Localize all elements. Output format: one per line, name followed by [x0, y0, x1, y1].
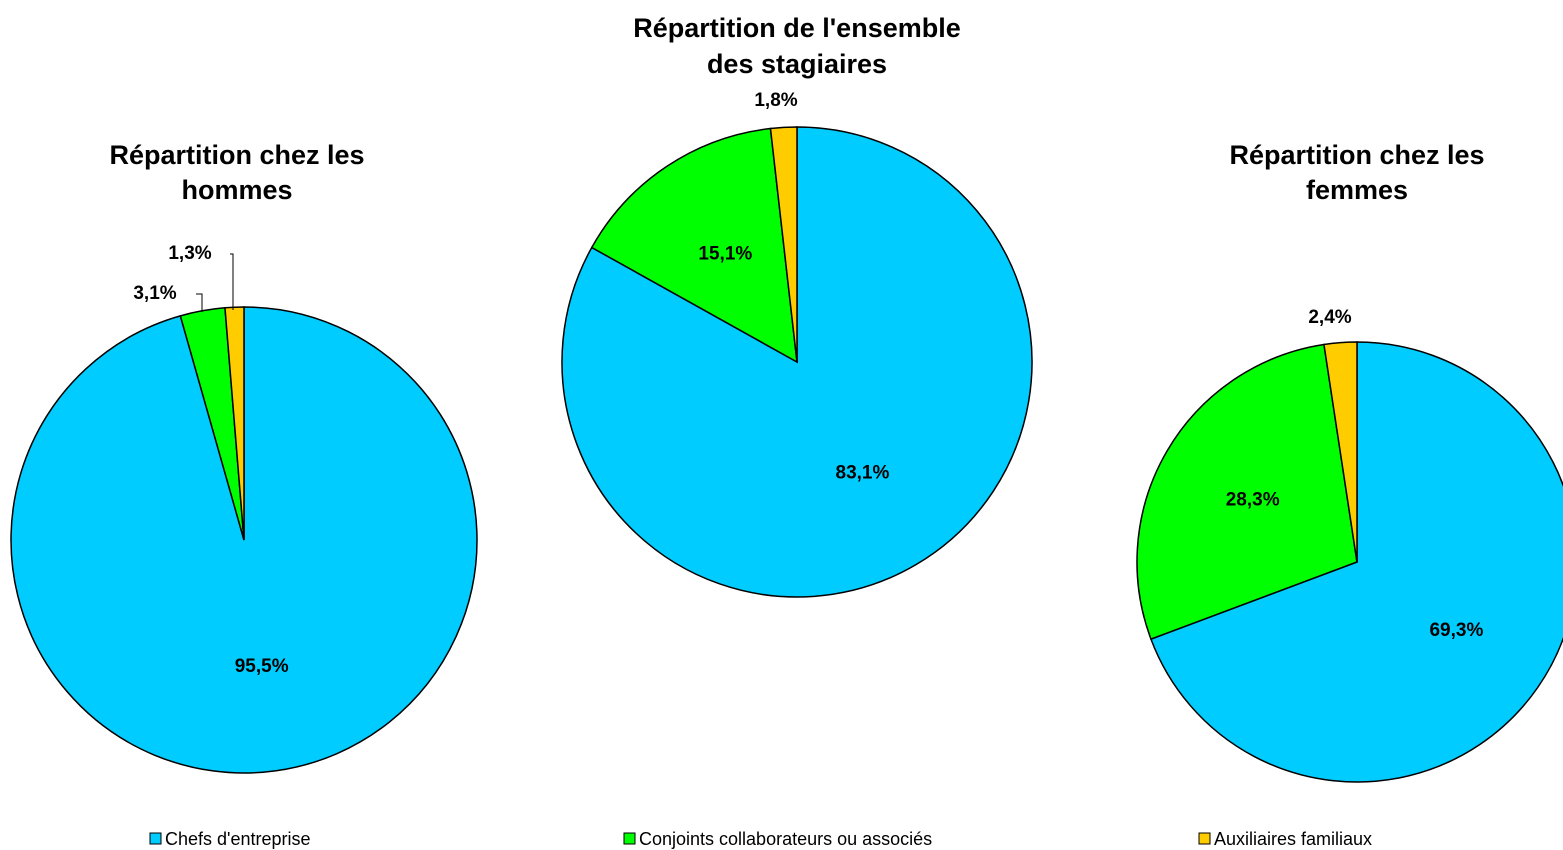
data-label: 28,3%	[1226, 490, 1280, 511]
data-label: 83,1%	[836, 462, 890, 483]
chart-title: Répartition de l'ensemble	[633, 13, 961, 43]
chart-title: femmes	[1306, 175, 1408, 205]
legend-label: Chefs d'entreprise	[165, 829, 311, 849]
pie-slice	[1323, 341, 1358, 563]
data-label: 95,5%	[235, 656, 289, 677]
data-label: 15,1%	[698, 243, 752, 264]
data-label: 69,3%	[1429, 620, 1483, 641]
pie-slice	[590, 127, 798, 364]
chart-title: Répartition chez les	[109, 140, 364, 170]
legend-label: Auxiliaires familiaux	[1214, 829, 1372, 849]
leader-line	[230, 253, 234, 310]
leader-line	[196, 293, 203, 312]
pie-slice	[1149, 341, 1563, 783]
chart-title: hommes	[181, 175, 292, 205]
chart-title: des stagiaires	[707, 49, 887, 79]
legend-swatch	[1198, 832, 1211, 845]
legend-label: Conjoints collaborateurs ou associés	[639, 829, 932, 849]
legend-swatch	[149, 832, 162, 845]
data-label: 1,8%	[754, 90, 797, 111]
chart-title: Répartition chez les	[1229, 140, 1484, 170]
pie-slice	[769, 126, 798, 363]
legend-swatch	[623, 832, 636, 845]
pie-slice	[224, 306, 245, 541]
pie-slice	[1136, 343, 1358, 641]
data-label: 1,3%	[168, 243, 211, 264]
data-label: 3,1%	[133, 283, 176, 304]
data-label: 2,4%	[1308, 307, 1351, 328]
